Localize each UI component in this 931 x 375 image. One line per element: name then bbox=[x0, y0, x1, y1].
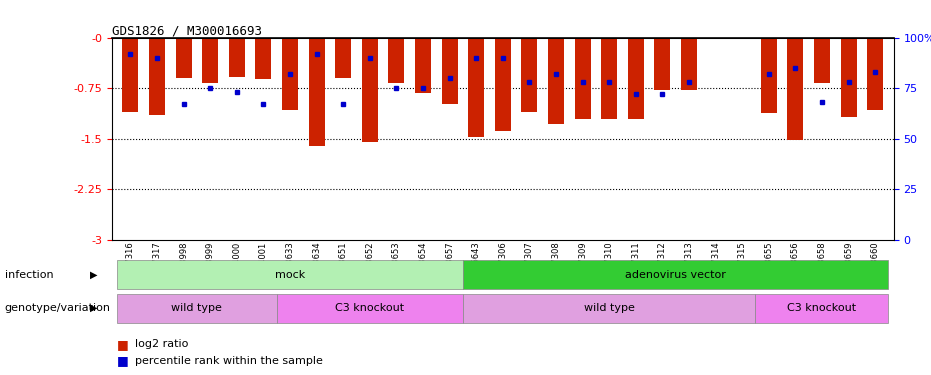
Text: mock: mock bbox=[275, 270, 305, 280]
Bar bbox=[463, 260, 888, 289]
Text: ■: ■ bbox=[116, 338, 128, 351]
Bar bbox=[654, 38, 670, 90]
Text: log2 ratio: log2 ratio bbox=[135, 339, 188, 349]
Text: ▶: ▶ bbox=[90, 270, 98, 279]
Bar bbox=[255, 38, 271, 80]
Bar bbox=[601, 38, 617, 118]
Text: genotype/variation: genotype/variation bbox=[5, 303, 111, 313]
Bar bbox=[521, 38, 537, 112]
Bar bbox=[814, 38, 830, 83]
Bar bbox=[202, 38, 218, 83]
Text: ▶: ▶ bbox=[90, 303, 98, 313]
Bar bbox=[867, 38, 884, 110]
Bar bbox=[415, 38, 431, 93]
Bar bbox=[788, 38, 803, 140]
Bar bbox=[149, 38, 165, 115]
Bar bbox=[468, 38, 484, 137]
Bar bbox=[176, 38, 192, 78]
Bar bbox=[388, 38, 404, 83]
Bar bbox=[282, 38, 298, 110]
Bar bbox=[463, 294, 755, 323]
Text: wild type: wild type bbox=[584, 303, 635, 313]
Text: C3 knockout: C3 knockout bbox=[788, 303, 857, 313]
Bar bbox=[441, 38, 457, 104]
Text: wild type: wild type bbox=[171, 303, 223, 313]
Text: infection: infection bbox=[5, 270, 53, 279]
Text: ■: ■ bbox=[116, 354, 128, 367]
Text: GDS1826 / M300016693: GDS1826 / M300016693 bbox=[112, 24, 262, 38]
Text: percentile rank within the sample: percentile rank within the sample bbox=[135, 356, 323, 366]
Bar bbox=[755, 294, 888, 323]
Bar bbox=[117, 260, 463, 289]
Text: adenovirus vector: adenovirus vector bbox=[626, 270, 726, 280]
Bar bbox=[494, 38, 511, 130]
Bar bbox=[841, 38, 857, 117]
Bar bbox=[335, 38, 351, 78]
Bar bbox=[627, 38, 643, 118]
Bar bbox=[574, 38, 590, 118]
Text: C3 knockout: C3 knockout bbox=[335, 303, 404, 313]
Bar bbox=[229, 38, 245, 76]
Bar bbox=[362, 38, 378, 142]
Bar bbox=[548, 38, 564, 124]
Bar bbox=[122, 38, 139, 112]
Bar bbox=[277, 294, 463, 323]
Bar bbox=[681, 38, 697, 90]
Bar bbox=[761, 38, 776, 113]
Bar bbox=[117, 294, 277, 323]
Bar bbox=[308, 38, 325, 146]
